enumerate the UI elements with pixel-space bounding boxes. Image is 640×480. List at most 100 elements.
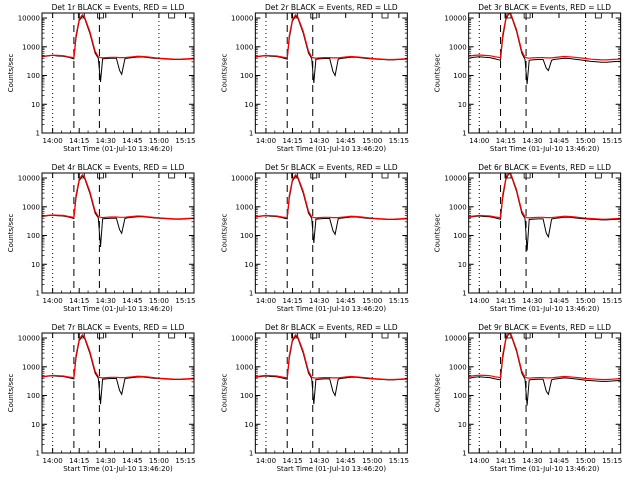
x-tick-label: 14:45 [336, 297, 356, 305]
y-tick-label: 1 [36, 450, 40, 458]
y-tick-label: 10 [458, 421, 467, 429]
x-tick-label: 14:45 [549, 297, 569, 305]
x-axis-label: Start Time (01-Jul-10 13:46:20) [277, 145, 387, 153]
panel-det-2r: 1 10 100 1000 10000 14:00 14:15 14:30 14:45 15:00… [220, 3, 409, 153]
x-tick-label: 14:30 [309, 137, 329, 145]
x-tick-label: 14:00 [256, 137, 276, 145]
x-tick-label: 14:30 [96, 137, 116, 145]
plot-frame [468, 332, 622, 454]
top-annotation-mark [310, 333, 318, 339]
x-tick-label: 14:45 [549, 457, 569, 465]
x-axis-label: Start Time (01-Jul-10 13:46:20) [490, 465, 600, 473]
y-tick-label: 1 [36, 130, 40, 138]
y-tick-label: 1000 [449, 203, 467, 211]
x-tick-label: 14:30 [96, 457, 116, 465]
y-tick-label: 100 [240, 392, 253, 400]
x-tick-label: 14:45 [122, 297, 142, 305]
x-tick-label: 15:15 [389, 457, 409, 465]
top-annotation-mark [97, 173, 104, 179]
top-annotation-mark [310, 13, 318, 19]
panel-det-6r: 1 10 100 1000 10000 14:00 14:15 14:30 14:45 15:00… [434, 163, 623, 313]
y-tick-label: 1 [249, 450, 253, 458]
y-tick-label: 10 [458, 261, 467, 269]
x-tick-label: 15:00 [149, 137, 169, 145]
x-axis-label: Start Time (01-Jul-10 13:46:20) [63, 305, 173, 313]
series-line-lld [255, 333, 408, 381]
x-tick-label: 14:00 [43, 457, 63, 465]
x-tick-label: 15:00 [362, 457, 382, 465]
panel-title: Det 7r BLACK = Events, RED = LLD [52, 323, 185, 332]
y-tick-label: 10000 [444, 335, 466, 343]
x-tick-label: 15:00 [149, 457, 169, 465]
panel-title: Det 3r BLACK = Events, RED = LLD [478, 3, 611, 12]
top-annotation-mark [97, 13, 104, 19]
y-axis-label: Counts/sec [220, 214, 228, 253]
top-annotation-mark [381, 333, 389, 339]
x-tick-label: 15:00 [575, 297, 595, 305]
x-tick-label: 15:15 [175, 297, 195, 305]
x-tick-label: 14:45 [122, 457, 142, 465]
x-tick-label: 14:45 [336, 137, 356, 145]
series-line-lld [42, 333, 194, 380]
x-axis-label: Start Time (01-Jul-10 13:46:20) [63, 145, 173, 153]
x-tick-label: 14:45 [336, 457, 356, 465]
top-annotation-mark [523, 333, 531, 339]
panel-det-7r: 1 10 100 1000 10000 14:00 14:15 14:30 14:45 15:00… [7, 323, 196, 473]
y-tick-label: 1000 [22, 43, 40, 51]
y-tick-label: 10 [31, 261, 40, 269]
series-line-lld [468, 13, 621, 61]
x-tick-label: 15:00 [575, 457, 595, 465]
top-annotation-mark [168, 173, 176, 179]
y-tick-label: 1000 [22, 363, 40, 371]
x-tick-label: 14:15 [496, 137, 516, 145]
x-tick-label: 14:15 [282, 137, 302, 145]
panel-det-8r: 1 10 100 1000 10000 14:00 14:15 14:30 14:45 15:00… [220, 323, 409, 473]
panel-title: Det 2r BLACK = Events, RED = LLD [265, 3, 398, 12]
series-line-lld [42, 173, 194, 220]
panel-det-4r: 1 10 100 1000 10000 14:00 14:15 14:30 14:45 15:00… [7, 163, 196, 313]
panel-title: Det 9r BLACK = Events, RED = LLD [478, 323, 611, 332]
panel-title: Det 1r BLACK = Events, RED = LLD [52, 3, 185, 12]
top-annotation-mark [594, 13, 602, 19]
y-tick-label: 10000 [231, 175, 253, 183]
x-tick-label: 14:30 [522, 137, 542, 145]
plot-frame [254, 172, 408, 294]
series-line-events [468, 173, 621, 251]
y-tick-label: 100 [453, 72, 466, 80]
x-tick-label: 14:45 [122, 137, 142, 145]
plot-frame [41, 332, 195, 454]
y-tick-label: 100 [240, 72, 253, 80]
y-tick-label: 10 [244, 261, 253, 269]
x-tick-label: 15:15 [175, 137, 195, 145]
y-tick-label: 1000 [236, 203, 254, 211]
series-line-events [468, 13, 621, 85]
series-line-lld [468, 333, 621, 381]
y-tick-label: 10000 [444, 175, 466, 183]
x-tick-label: 15:15 [602, 137, 622, 145]
x-tick-label: 15:00 [362, 297, 382, 305]
y-tick-label: 100 [27, 392, 40, 400]
y-tick-label: 1000 [449, 43, 467, 51]
y-tick-label: 100 [27, 72, 40, 80]
top-annotation-mark [381, 13, 389, 19]
x-tick-label: 14:15 [69, 137, 89, 145]
top-annotation-mark [523, 13, 531, 19]
y-axis-label: Counts/sec [434, 374, 442, 413]
x-tick-label: 14:15 [496, 297, 516, 305]
y-tick-label: 10 [244, 421, 253, 429]
top-annotation-mark [594, 173, 602, 179]
x-tick-label: 14:30 [309, 297, 329, 305]
plot-frame [254, 332, 408, 454]
y-tick-label: 100 [240, 232, 253, 240]
y-tick-label: 10000 [18, 175, 40, 183]
y-tick-label: 1 [462, 290, 466, 298]
x-tick-label: 14:15 [282, 457, 302, 465]
x-tick-label: 15:00 [149, 297, 169, 305]
plot-frame [468, 12, 622, 134]
x-tick-label: 14:00 [43, 297, 63, 305]
x-tick-label: 14:45 [549, 137, 569, 145]
x-tick-label: 14:30 [522, 297, 542, 305]
y-tick-label: 1 [249, 130, 253, 138]
y-axis-label: Counts/sec [220, 374, 228, 413]
